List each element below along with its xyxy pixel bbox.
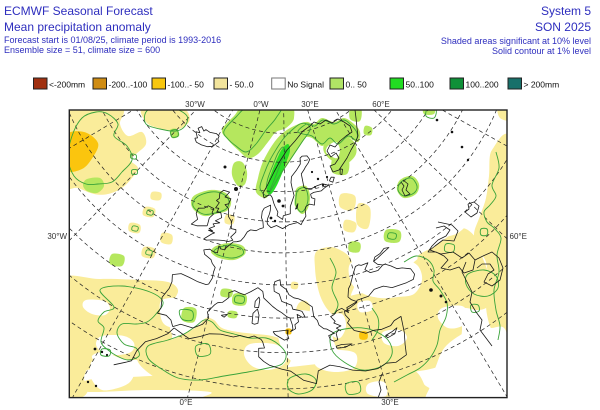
svg-text:System 5: System 5 bbox=[541, 4, 591, 18]
svg-text:30°W: 30°W bbox=[185, 100, 205, 109]
svg-text:0°W: 0°W bbox=[253, 100, 269, 109]
svg-text:30°W: 30°W bbox=[47, 232, 67, 241]
svg-text:Ensemble size = 51, climate si: Ensemble size = 51, climate size = 600 bbox=[4, 45, 160, 55]
svg-text:Mean precipitation anomaly: Mean precipitation anomaly bbox=[4, 20, 151, 34]
svg-text:50..100: 50..100 bbox=[406, 80, 435, 90]
svg-text:100..200: 100..200 bbox=[466, 80, 499, 90]
svg-text:Shaded areas significant at 10: Shaded areas significant at 10% level bbox=[441, 36, 591, 46]
svg-text:SON 2025: SON 2025 bbox=[535, 20, 591, 34]
svg-text:- 50..0: - 50..0 bbox=[230, 80, 254, 90]
svg-text:No Signal: No Signal bbox=[287, 80, 324, 90]
svg-text:60°E: 60°E bbox=[372, 100, 389, 109]
svg-text:60°E: 60°E bbox=[510, 232, 527, 241]
svg-text:Forecast start is 01/08/25, cl: Forecast start is 01/08/25, climate peri… bbox=[4, 35, 221, 45]
svg-text:0.. 50: 0.. 50 bbox=[346, 80, 368, 90]
svg-text:-200..-100: -200..-100 bbox=[109, 80, 148, 90]
svg-text:<-200mm: <-200mm bbox=[49, 80, 85, 90]
svg-text:-100..- 50: -100..- 50 bbox=[168, 80, 205, 90]
svg-text:Solid contour at 1% level: Solid contour at 1% level bbox=[492, 46, 591, 56]
svg-text:30°E: 30°E bbox=[381, 398, 398, 407]
svg-text:> 200mm: > 200mm bbox=[524, 80, 560, 90]
svg-text:30°E: 30°E bbox=[301, 100, 318, 109]
svg-text:0°E: 0°E bbox=[180, 398, 193, 407]
svg-text:ECMWF Seasonal Forecast: ECMWF Seasonal Forecast bbox=[4, 4, 153, 18]
